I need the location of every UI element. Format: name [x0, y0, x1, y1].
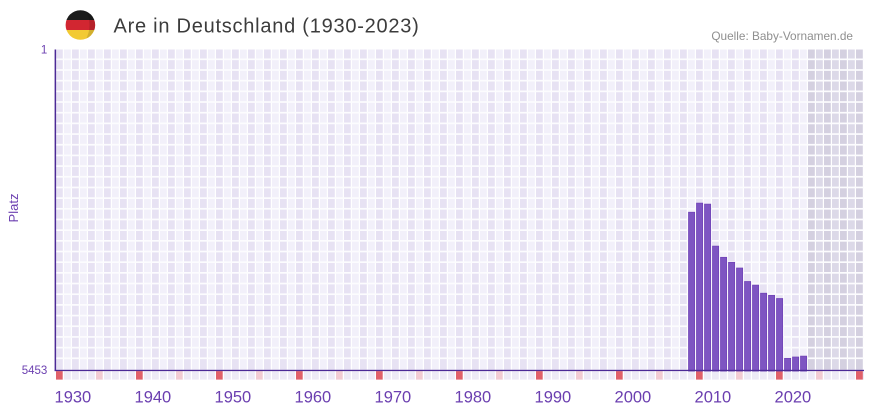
svg-text:1990: 1990: [535, 389, 572, 407]
svg-text:1930: 1930: [55, 389, 92, 407]
svg-text:2020: 2020: [775, 389, 812, 407]
svg-text:2010: 2010: [695, 389, 732, 407]
svg-text:5453: 5453: [22, 365, 48, 377]
svg-text:Platz: Platz: [6, 194, 21, 223]
svg-text:1970: 1970: [375, 389, 412, 407]
svg-text:1940: 1940: [135, 389, 172, 407]
svg-text:1: 1: [41, 45, 47, 57]
svg-text:Quelle: Baby-Vornamen.de: Quelle: Baby-Vornamen.de: [711, 29, 853, 43]
svg-text:1960: 1960: [295, 389, 332, 407]
svg-text:1980: 1980: [455, 389, 492, 407]
svg-text:1950: 1950: [215, 389, 252, 407]
svg-text:Are in Deutschland (1930-2023): Are in Deutschland (1930-2023): [114, 16, 420, 38]
svg-text:2000: 2000: [615, 389, 652, 407]
